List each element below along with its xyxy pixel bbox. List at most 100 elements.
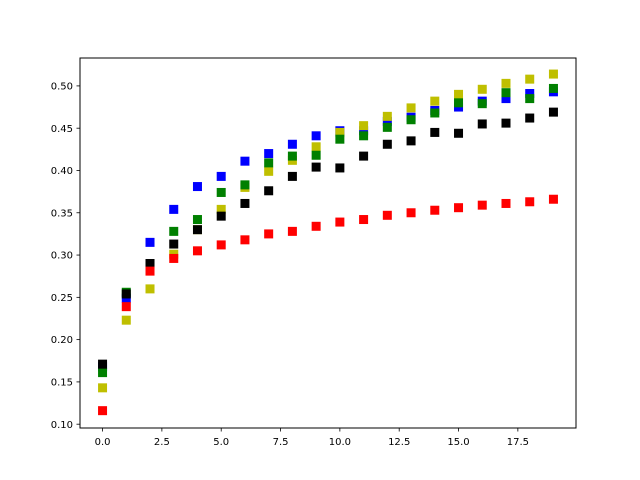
data-point <box>145 284 155 294</box>
data-point <box>169 226 179 236</box>
data-point <box>430 205 440 215</box>
data-point <box>406 103 416 113</box>
data-point <box>359 131 369 141</box>
data-point <box>359 121 369 131</box>
data-point <box>121 302 131 312</box>
data-point <box>335 127 345 137</box>
data-point <box>287 139 297 149</box>
x-axis: 0.0 2.5 5.0 7.5 10.0 12.5 15.0 17.5 <box>95 428 529 448</box>
data-point <box>477 119 487 129</box>
data-point <box>264 166 274 176</box>
data-point <box>548 107 558 117</box>
data-point <box>430 96 440 106</box>
data-point <box>216 171 226 181</box>
data-point <box>311 142 321 152</box>
data-point <box>192 225 202 235</box>
data-point <box>359 126 369 136</box>
data-point <box>525 197 535 207</box>
data-point <box>216 211 226 221</box>
data-point <box>548 83 558 93</box>
y-tick-label: 0.45 <box>51 124 73 135</box>
data-point <box>121 315 131 325</box>
data-point <box>406 115 416 125</box>
data-point <box>145 259 155 269</box>
data-point <box>311 131 321 141</box>
data-point <box>454 128 464 138</box>
data-point <box>264 186 274 196</box>
data-point <box>145 237 155 247</box>
data-point <box>240 198 250 208</box>
data-point <box>501 88 511 98</box>
y-tick-label: 0.15 <box>51 378 73 389</box>
data-point <box>98 406 108 416</box>
data-point <box>264 229 274 239</box>
data-point <box>240 235 250 245</box>
data-point <box>501 94 511 104</box>
y-tick-label: 0.35 <box>51 208 73 219</box>
x-tick-label: 7.5 <box>273 437 289 448</box>
data-point <box>335 217 345 227</box>
data-point <box>98 383 108 393</box>
data-point <box>430 108 440 118</box>
data-point <box>98 359 108 369</box>
data-point <box>501 118 511 128</box>
data-point <box>264 149 274 159</box>
data-point <box>525 89 535 99</box>
data-point <box>548 194 558 204</box>
data-point <box>240 180 250 190</box>
y-tick-label: 0.20 <box>51 335 73 346</box>
y-axis: 0.10 0.15 0.20 0.25 0.30 0.35 0.40 0.45 0.50 <box>51 82 80 431</box>
data-point <box>145 266 155 276</box>
y-tick-label: 0.30 <box>51 251 73 262</box>
data-point <box>335 134 345 144</box>
data-point <box>501 198 511 208</box>
data-point <box>287 171 297 181</box>
x-tick-label: 2.5 <box>154 437 170 448</box>
y-tick-label: 0.10 <box>51 420 73 431</box>
data-point <box>169 204 179 214</box>
x-tick-label: 12.5 <box>388 437 410 448</box>
data-point <box>264 158 274 168</box>
y-tick-label: 0.25 <box>51 293 73 304</box>
data-point <box>216 204 226 214</box>
data-markers <box>98 69 558 416</box>
data-point <box>169 239 179 249</box>
data-point <box>169 253 179 263</box>
data-point <box>359 215 369 225</box>
data-point <box>477 84 487 94</box>
data-point <box>477 200 487 210</box>
data-point <box>382 210 392 220</box>
data-point <box>406 136 416 146</box>
data-point <box>525 94 535 104</box>
data-point <box>192 246 202 256</box>
data-point <box>501 78 511 88</box>
data-point <box>454 98 464 108</box>
data-point <box>335 163 345 173</box>
data-point <box>430 127 440 137</box>
data-point <box>121 289 131 299</box>
x-tick-label: 5.0 <box>213 437 229 448</box>
series-5 <box>98 194 558 416</box>
data-point <box>98 368 108 378</box>
data-point <box>382 116 392 126</box>
data-point <box>216 187 226 197</box>
x-tick-label: 10.0 <box>329 437 351 448</box>
data-point <box>311 221 321 231</box>
data-point <box>525 113 535 123</box>
data-point <box>454 89 464 99</box>
data-point <box>525 74 535 84</box>
data-point <box>477 99 487 109</box>
y-tick-label: 0.40 <box>51 166 73 177</box>
data-point <box>240 156 250 166</box>
data-point <box>382 122 392 132</box>
x-tick-label: 17.5 <box>507 437 529 448</box>
data-point <box>382 139 392 149</box>
data-point <box>548 69 558 79</box>
data-point <box>382 111 392 121</box>
data-point <box>311 162 321 172</box>
data-point <box>192 182 202 192</box>
data-point <box>454 203 464 213</box>
axes-frame <box>79 57 577 429</box>
